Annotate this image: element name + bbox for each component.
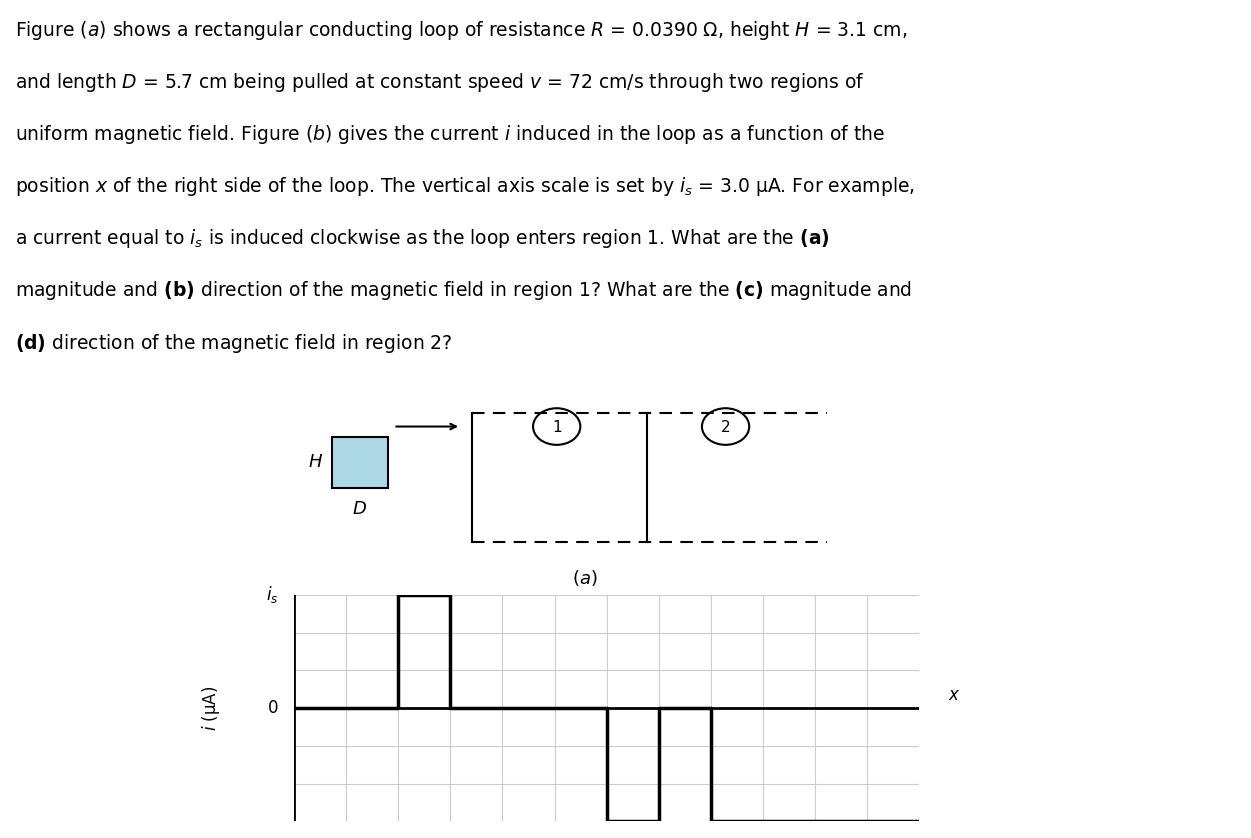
Text: 1: 1 <box>552 421 562 436</box>
Text: a current equal to $i_s$ is induced clockwise as the loop enters region 1. What : a current equal to $i_s$ is induced cloc… <box>15 227 829 251</box>
Text: $0$: $0$ <box>266 699 278 717</box>
Text: 2: 2 <box>721 421 731 436</box>
Text: $H$: $H$ <box>308 453 323 472</box>
Text: $i$ (μA): $i$ (μA) <box>200 685 221 731</box>
Text: uniform magnetic field. Figure $(b)$ gives the current $i$ induced in the loop a: uniform magnetic field. Figure $(b)$ giv… <box>15 123 884 147</box>
Text: magnitude and $\mathbf{(b)}$ direction of the magnetic field in region 1? What a: magnitude and $\mathbf{(b)}$ direction o… <box>15 280 912 303</box>
Text: Figure $(a)$ shows a rectangular conducting loop of resistance $R$ = 0.0390 Ω, h: Figure $(a)$ shows a rectangular conduct… <box>15 19 907 42</box>
Bar <box>332 437 388 488</box>
Text: $D$: $D$ <box>353 499 367 518</box>
Text: and length $D$ = 5.7 cm being pulled at constant speed $v$ = 72 cm/s through two: and length $D$ = 5.7 cm being pulled at … <box>15 71 864 95</box>
Text: $i_s$: $i_s$ <box>266 584 278 606</box>
Text: $\mathbf{(d)}$ direction of the magnetic field in region 2?: $\mathbf{(d)}$ direction of the magnetic… <box>15 332 453 354</box>
Text: $(a)$: $(a)$ <box>572 568 598 587</box>
Text: position $x$ of the right side of the loop. The vertical axis scale is set by $i: position $x$ of the right side of the lo… <box>15 175 914 199</box>
Text: $x$: $x$ <box>948 686 961 704</box>
